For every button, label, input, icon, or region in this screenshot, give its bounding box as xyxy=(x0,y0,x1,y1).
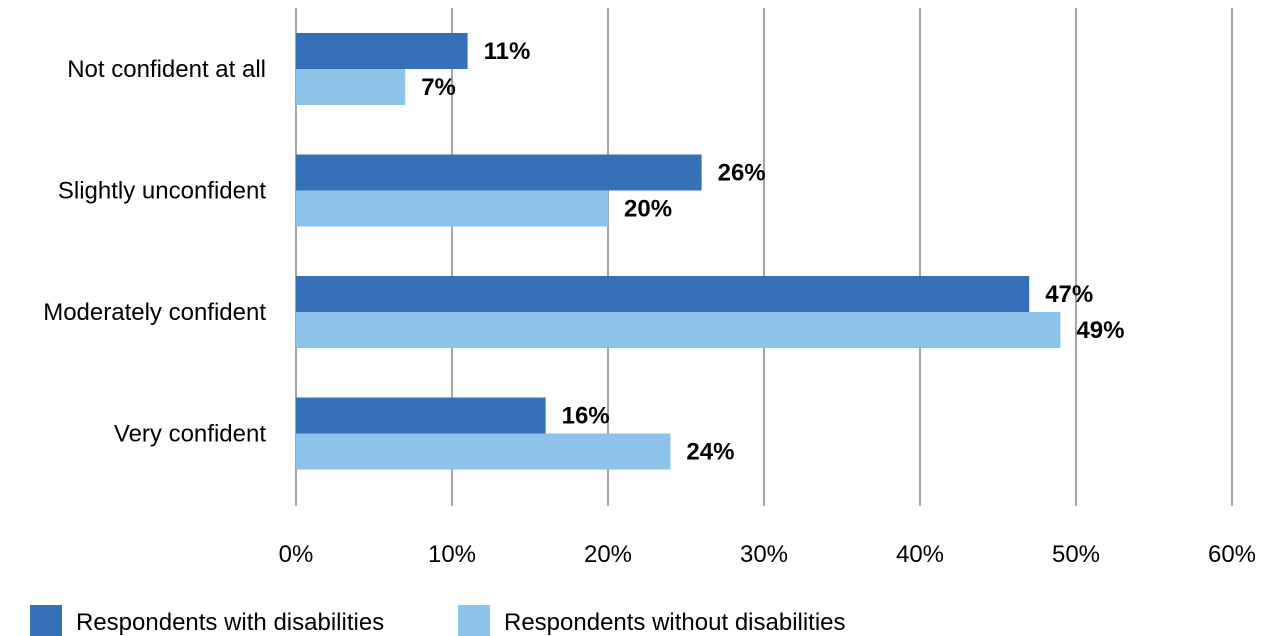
bar-with-disabilities-slightly-unconfident xyxy=(296,155,702,191)
bar-with-disabilities-moderately-confident xyxy=(296,276,1029,312)
legend-swatch-with-disabilities xyxy=(30,605,62,636)
x-tick-label: 50% xyxy=(1052,541,1100,568)
legend-swatch-without-disabilities xyxy=(458,605,490,636)
x-tick-label: 40% xyxy=(896,541,944,568)
x-tick-label: 0% xyxy=(279,541,314,568)
data-label-with-disabilities-very-confident: 16% xyxy=(562,403,610,430)
data-label-without-disabilities-moderately-confident: 49% xyxy=(1076,317,1124,344)
x-tick-label: 20% xyxy=(584,541,632,568)
data-label-without-disabilities-very-confident: 24% xyxy=(686,439,734,466)
data-label-with-disabilities-moderately-confident: 47% xyxy=(1045,281,1093,308)
category-label-very-confident: Very confident xyxy=(114,421,266,448)
legend-label-with-disabilities: Respondents with disabilities xyxy=(76,609,384,636)
bar-without-disabilities-very-confident xyxy=(296,434,670,470)
category-label-slightly-unconfident: Slightly unconfident xyxy=(58,178,266,205)
x-axis-tick-labels: 0% 10% 20% 30% 40% 50% 60% xyxy=(279,541,1256,568)
legend: Respondents with disabilities Respondent… xyxy=(30,605,846,636)
legend-label-without-disabilities: Respondents without disabilities xyxy=(504,609,846,636)
x-tick-label: 10% xyxy=(428,541,476,568)
category-label-moderately-confident: Moderately confident xyxy=(43,299,266,326)
bar-without-disabilities-not-confident-at-all xyxy=(296,69,405,105)
category-label-not-confident-at-all: Not confident at all xyxy=(67,56,266,83)
bar-without-disabilities-moderately-confident xyxy=(296,312,1060,348)
data-label-with-disabilities-slightly-unconfident: 26% xyxy=(718,160,766,187)
category-labels: Not confident at all Slightly unconfident… xyxy=(43,56,266,448)
data-label-with-disabilities-not-confident-at-all: 11% xyxy=(484,38,531,65)
bar-with-disabilities-not-confident-at-all xyxy=(296,33,468,69)
bar-with-disabilities-very-confident xyxy=(296,398,546,434)
x-tick-label: 30% xyxy=(740,541,788,568)
data-label-without-disabilities-slightly-unconfident: 20% xyxy=(624,196,672,223)
data-label-without-disabilities-not-confident-at-all: 7% xyxy=(421,74,456,101)
x-tick-label: 60% xyxy=(1208,541,1256,568)
bars xyxy=(296,33,1060,470)
bar-without-disabilities-slightly-unconfident xyxy=(296,191,608,227)
